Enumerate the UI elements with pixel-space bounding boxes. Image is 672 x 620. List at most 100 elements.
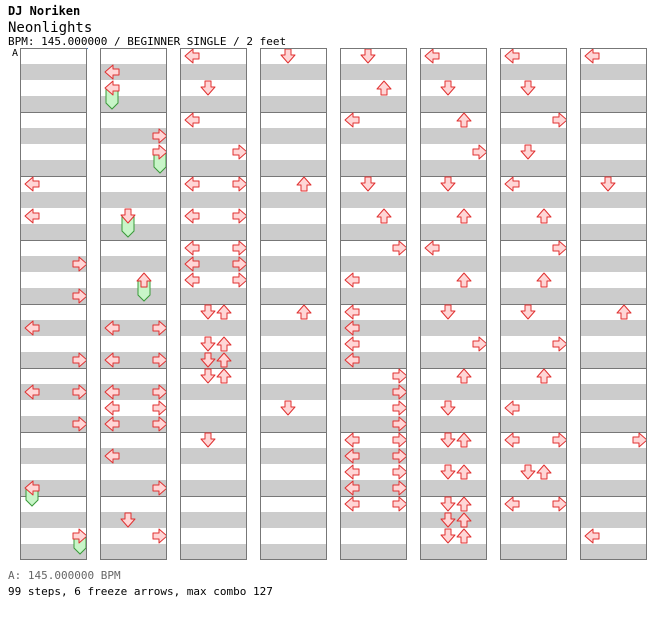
arrow-left-icon xyxy=(584,49,600,64)
beat-stripe xyxy=(101,256,166,272)
beat-stripe xyxy=(581,448,646,464)
beat-stripe xyxy=(261,160,326,176)
measure-line xyxy=(581,432,646,433)
beat-stripe xyxy=(181,544,246,559)
freeze-arrow-right-icon xyxy=(73,536,86,555)
arrow-down-icon xyxy=(200,352,216,368)
beat-stripe xyxy=(181,384,246,400)
freeze-arrow-down-icon xyxy=(121,216,135,238)
measure-line xyxy=(101,112,166,113)
beat-stripe xyxy=(341,256,406,272)
beat-stripe xyxy=(341,352,406,368)
arrow-up-icon xyxy=(136,272,152,288)
arrow-left-icon xyxy=(504,176,520,192)
chart-column-7 xyxy=(500,48,567,560)
measure-line xyxy=(101,240,166,241)
measure-line xyxy=(501,304,566,305)
arrow-up-icon xyxy=(456,112,472,128)
measure-line xyxy=(341,432,406,433)
beat-stripe xyxy=(421,64,486,80)
measure-line xyxy=(261,112,326,113)
arrow-down-icon xyxy=(440,512,456,528)
measure-line xyxy=(21,432,86,433)
arrow-left-icon xyxy=(344,464,360,480)
arrow-left-icon xyxy=(504,49,520,64)
arrow-up-icon xyxy=(536,368,552,384)
arrow-down-icon xyxy=(200,304,216,320)
arrow-right-icon xyxy=(152,480,166,496)
arrow-left-icon xyxy=(184,272,200,288)
measure-line xyxy=(421,432,486,433)
beat-stripe xyxy=(341,320,406,336)
beat-stripe xyxy=(21,128,86,144)
beat-stripe xyxy=(501,192,566,208)
arrow-down-icon xyxy=(520,144,536,160)
arrow-right-icon xyxy=(152,528,166,544)
chart-column-6 xyxy=(420,48,487,560)
arrow-left-icon xyxy=(24,208,40,224)
arrow-down-icon xyxy=(520,80,536,96)
beat-stripe xyxy=(21,448,86,464)
beat-stripe xyxy=(501,544,566,559)
beat-stripe xyxy=(421,320,486,336)
measure-line xyxy=(261,304,326,305)
arrow-up-icon xyxy=(456,496,472,512)
measure-line xyxy=(421,176,486,177)
beat-stripe xyxy=(421,256,486,272)
measure-line xyxy=(501,176,566,177)
beat-stripe xyxy=(341,192,406,208)
arrow-up-icon xyxy=(456,528,472,544)
measure-line xyxy=(581,304,646,305)
beat-stripe xyxy=(421,416,486,432)
beat-stripe xyxy=(181,224,246,240)
beat-stripe xyxy=(341,160,406,176)
arrow-down-icon xyxy=(520,464,536,480)
arrow-left-icon xyxy=(104,64,120,80)
arrow-right-icon xyxy=(72,352,86,368)
arrow-left-icon xyxy=(344,336,360,352)
beat-stripe xyxy=(261,224,326,240)
beat-stripe xyxy=(21,224,86,240)
arrow-right-icon xyxy=(152,352,166,368)
arrow-left-icon xyxy=(184,256,200,272)
arrow-right-icon xyxy=(552,240,566,256)
arrow-right-icon xyxy=(232,208,246,224)
beat-stripe xyxy=(421,384,486,400)
arrow-left-icon xyxy=(104,448,120,464)
measure-line xyxy=(341,240,406,241)
beat-stripe xyxy=(421,352,486,368)
arrow-down-icon xyxy=(520,304,536,320)
arrow-left-icon xyxy=(344,480,360,496)
measure-line xyxy=(101,432,166,433)
arrow-right-icon xyxy=(152,416,166,432)
arrow-left-icon xyxy=(584,528,600,544)
arrow-left-icon xyxy=(504,400,520,416)
arrow-down-icon xyxy=(200,368,216,384)
beat-stripe xyxy=(581,288,646,304)
arrow-right-icon xyxy=(72,256,86,272)
arrow-left-icon xyxy=(104,320,120,336)
arrow-down-icon xyxy=(360,176,376,192)
beat-stripe xyxy=(581,512,646,528)
beat-stripe xyxy=(501,256,566,272)
arrow-down-icon xyxy=(440,400,456,416)
beat-stripe xyxy=(101,480,166,496)
arrow-up-icon xyxy=(216,352,232,368)
beat-stripe xyxy=(181,480,246,496)
beat-stripe xyxy=(421,448,486,464)
beat-stripe xyxy=(341,448,406,464)
arrow-up-icon xyxy=(536,272,552,288)
beat-stripe xyxy=(101,448,166,464)
measure-line xyxy=(181,304,246,305)
beat-stripe xyxy=(421,160,486,176)
beat-stripe xyxy=(21,544,86,559)
beat-stripe xyxy=(261,480,326,496)
arrow-right-icon xyxy=(232,176,246,192)
beat-stripe xyxy=(21,512,86,528)
arrow-up-icon xyxy=(456,432,472,448)
arrow-down-icon xyxy=(440,432,456,448)
arrow-right-icon xyxy=(232,272,246,288)
arrow-down-icon xyxy=(440,464,456,480)
measure-line xyxy=(21,304,86,305)
beat-stripe xyxy=(261,384,326,400)
